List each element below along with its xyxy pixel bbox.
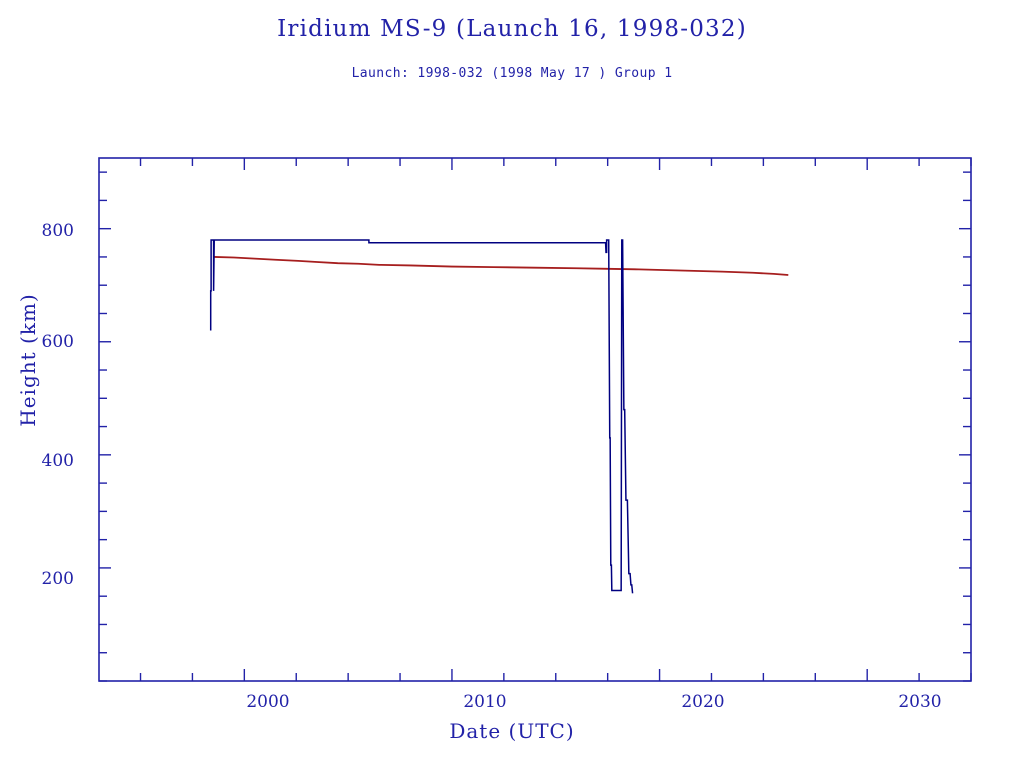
x-tick-label-2020: 2020 bbox=[681, 692, 725, 712]
y-tick-label-200: 200 bbox=[41, 569, 74, 589]
x-tick-label-2000: 2000 bbox=[246, 692, 290, 712]
plot-frame bbox=[98, 157, 972, 682]
apogee-line bbox=[209, 239, 634, 594]
x-tick-label-2030: 2030 bbox=[898, 692, 942, 712]
y-tick-label-800: 800 bbox=[41, 221, 74, 241]
axis-ticks bbox=[99, 158, 972, 682]
chart-subtitle: Launch: 1998-032 (1998 May 17 ) Group 1 bbox=[351, 66, 673, 81]
x-tick-label-2010: 2010 bbox=[463, 692, 507, 712]
x-axis-label: Date (UTC) bbox=[449, 719, 575, 743]
y-tick-label-600: 600 bbox=[41, 332, 74, 352]
chart-title: Iridium MS-9 (Launch 16, 1998-032) bbox=[277, 16, 747, 42]
y-tick-label-400: 400 bbox=[41, 451, 74, 471]
perigee-line bbox=[214, 256, 789, 276]
